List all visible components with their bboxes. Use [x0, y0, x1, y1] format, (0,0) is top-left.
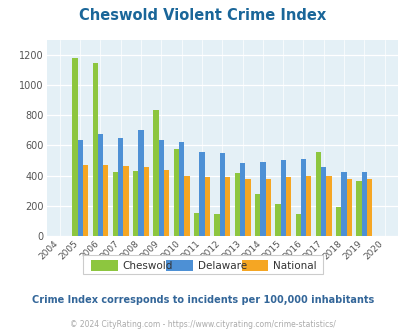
Bar [234, 173, 239, 236]
Bar [219, 153, 224, 236]
Bar [305, 176, 311, 236]
Bar [143, 167, 149, 236]
Bar [179, 142, 184, 236]
Bar [366, 179, 371, 236]
Bar [239, 163, 245, 236]
Bar [320, 167, 326, 236]
Bar [245, 179, 250, 236]
Bar [173, 149, 179, 236]
Bar [275, 204, 280, 236]
Text: National: National [272, 261, 315, 271]
Bar [315, 152, 320, 236]
Bar [356, 181, 361, 236]
Text: © 2024 CityRating.com - https://www.cityrating.com/crime-statistics/: © 2024 CityRating.com - https://www.city… [70, 320, 335, 329]
Bar [133, 171, 138, 236]
Bar [77, 140, 83, 236]
Bar [138, 130, 143, 236]
Text: Cheswold: Cheswold [122, 261, 173, 271]
Bar [295, 214, 300, 236]
Bar [204, 177, 209, 236]
Bar [254, 194, 260, 236]
Bar [113, 172, 118, 236]
Bar [92, 63, 98, 236]
Bar [103, 165, 108, 236]
Bar [158, 140, 164, 236]
Bar [224, 177, 230, 236]
Text: Crime Index corresponds to incidents per 100,000 inhabitants: Crime Index corresponds to incidents per… [32, 295, 373, 305]
Bar [280, 160, 285, 236]
Bar [199, 152, 204, 236]
Text: Delaware: Delaware [197, 261, 246, 271]
Text: Cheswold Violent Crime Index: Cheswold Violent Crime Index [79, 8, 326, 23]
Bar [72, 58, 77, 236]
Bar [326, 176, 331, 236]
Bar [194, 213, 199, 236]
Bar [153, 110, 158, 236]
Bar [98, 134, 103, 236]
Bar [184, 176, 189, 236]
Bar [341, 172, 346, 236]
Bar [118, 138, 123, 236]
Bar [123, 166, 128, 236]
Bar [335, 207, 341, 236]
Bar [260, 162, 265, 236]
Bar [361, 172, 366, 236]
Bar [164, 170, 169, 236]
Bar [214, 214, 219, 236]
Bar [285, 177, 290, 236]
Bar [83, 165, 88, 236]
Bar [300, 159, 305, 236]
Bar [265, 179, 270, 236]
Bar [346, 179, 351, 236]
